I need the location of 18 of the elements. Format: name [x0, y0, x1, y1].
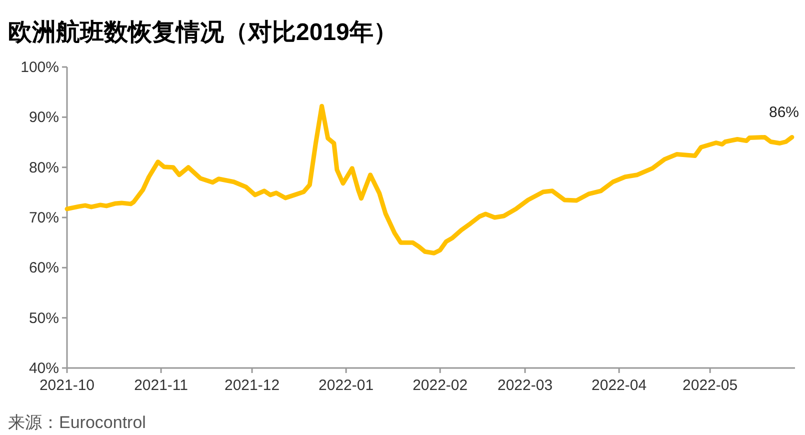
y-tick-label: 80%: [28, 159, 59, 176]
y-tick-label: 40%: [28, 360, 59, 377]
y-tick-label: 70%: [28, 210, 59, 226]
annotation: 86%: [768, 104, 800, 122]
x-tick-label: 2022-05: [682, 377, 738, 394]
x-tick-label: 2022-03: [498, 377, 553, 394]
x-tick-label: 2022-01: [318, 377, 374, 394]
x-tick-label: 2021-12: [224, 377, 280, 394]
x-tick-label: 2021-10: [39, 377, 95, 394]
y-tick-label: 100%: [20, 59, 59, 76]
x-tick-label: 2021-11: [134, 377, 188, 394]
y-tick-label: 60%: [28, 260, 59, 277]
source-note: 来源：Eurocontrol: [8, 413, 146, 432]
x-tick-label: 2022-04: [592, 377, 647, 394]
chart-title: 欧洲航班数恢复情况（对比2019年）: [8, 19, 398, 46]
y-tick-label: 90%: [28, 109, 59, 126]
x-tick-label: 2022-02: [412, 377, 468, 394]
y-tick-label: 50%: [28, 310, 59, 327]
